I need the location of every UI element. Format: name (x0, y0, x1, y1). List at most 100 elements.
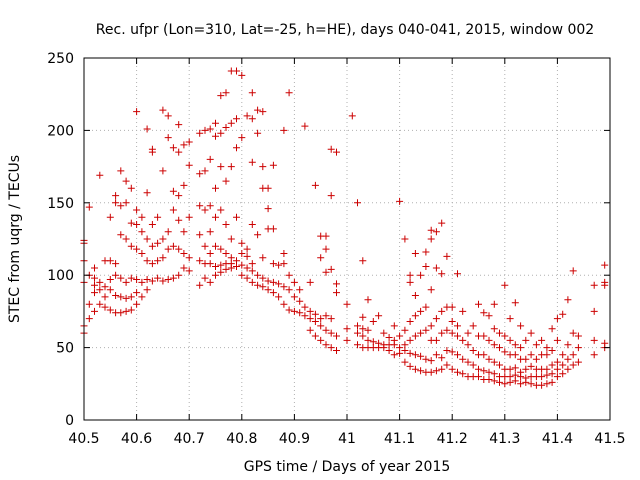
data-point-marker (590, 307, 598, 315)
data-point-marker (133, 276, 141, 283)
data-point-marker (548, 347, 556, 354)
data-point-marker (354, 199, 361, 207)
data-point-marker (432, 228, 440, 236)
data-point-marker (480, 332, 488, 340)
data-point-marker (317, 254, 325, 262)
data-point-marker (112, 260, 120, 268)
data-point-marker (243, 245, 251, 253)
data-point-marker (422, 263, 430, 270)
data-point-marker (169, 144, 177, 152)
data-point-marker (411, 250, 419, 257)
data-point-marker (185, 213, 193, 221)
data-point-marker (243, 274, 251, 282)
data-point-marker (91, 307, 98, 315)
data-point-marker (254, 106, 262, 114)
data-point-marker (243, 112, 251, 120)
data-point-marker (233, 257, 240, 265)
data-point-marker (364, 326, 372, 334)
data-point-marker (574, 332, 582, 340)
data-point-marker (333, 289, 340, 297)
data-point-marker (322, 245, 330, 253)
data-point-marker (169, 242, 177, 250)
data-point-marker (148, 260, 156, 268)
data-point-marker (454, 332, 461, 340)
data-point-marker (390, 322, 398, 330)
data-point-marker (196, 202, 204, 210)
data-point-marker (169, 274, 177, 282)
data-point-marker (406, 318, 414, 325)
data-point-marker (280, 126, 288, 134)
data-point-marker (464, 341, 472, 349)
data-point-marker (243, 252, 251, 260)
data-point-marker (222, 124, 230, 131)
data-point-marker (543, 344, 551, 352)
data-point-marker (259, 254, 267, 262)
data-point-marker (133, 108, 141, 116)
data-point-marker (127, 184, 135, 192)
data-point-marker (569, 351, 577, 359)
data-point-marker (417, 367, 425, 375)
data-point-marker (206, 250, 214, 257)
data-point-marker (532, 355, 540, 363)
x-tick-label: 41 (338, 431, 356, 447)
data-point-marker (517, 322, 525, 330)
data-point-marker (538, 336, 546, 344)
data-point-marker (485, 336, 493, 344)
data-point-marker (206, 228, 214, 236)
data-point-marker (327, 265, 335, 273)
data-point-marker (601, 261, 609, 269)
data-point-marker (175, 271, 183, 279)
data-point-marker (264, 184, 272, 192)
data-point-marker (196, 231, 204, 239)
data-point-marker (248, 158, 256, 166)
data-point-marker (480, 309, 488, 317)
data-point-marker (574, 358, 582, 366)
data-point-marker (180, 228, 188, 236)
data-point-marker (85, 300, 93, 308)
data-point-marker (127, 293, 135, 301)
data-point-marker (212, 213, 219, 221)
data-point-marker (275, 280, 283, 288)
data-point-marker (490, 341, 498, 349)
data-point-marker (448, 318, 456, 325)
data-point-marker (143, 125, 151, 133)
data-point-marker (375, 339, 383, 347)
data-point-marker (117, 231, 125, 239)
data-point-marker (396, 197, 404, 205)
data-point-marker (227, 119, 235, 127)
data-point-marker (464, 329, 472, 337)
data-point-marker (501, 332, 509, 340)
data-point-marker (322, 341, 330, 349)
data-point-marker (164, 134, 172, 142)
data-point-marker (233, 115, 240, 123)
data-point-marker (417, 271, 425, 279)
data-point-marker (259, 274, 267, 282)
data-point-marker (275, 293, 283, 301)
data-point-marker (201, 274, 209, 282)
data-point-marker (359, 332, 367, 340)
data-point-marker (301, 303, 309, 311)
data-point-marker (480, 367, 488, 375)
data-point-marker (206, 125, 214, 133)
data-point-marker (553, 365, 561, 373)
data-point-marker (427, 368, 435, 376)
data-point-marker (222, 221, 230, 228)
data-point-marker (117, 202, 125, 210)
data-point-marker (254, 129, 262, 137)
y-tick-label: 150 (47, 196, 74, 212)
data-point-marker (285, 89, 293, 97)
data-point-marker (569, 329, 577, 337)
data-point-marker (306, 307, 314, 315)
data-point-marker (601, 278, 609, 286)
data-point-marker (180, 181, 188, 189)
data-point-marker (432, 336, 440, 344)
data-point-marker (275, 261, 283, 269)
data-point-marker (238, 239, 246, 247)
data-point-marker (206, 202, 214, 210)
data-point-marker (601, 339, 609, 347)
data-point-marker (569, 361, 577, 369)
data-point-marker (469, 361, 477, 369)
data-point-marker (427, 322, 435, 330)
x-tick-label: 41.1 (384, 431, 415, 447)
data-point-marker (238, 134, 246, 142)
